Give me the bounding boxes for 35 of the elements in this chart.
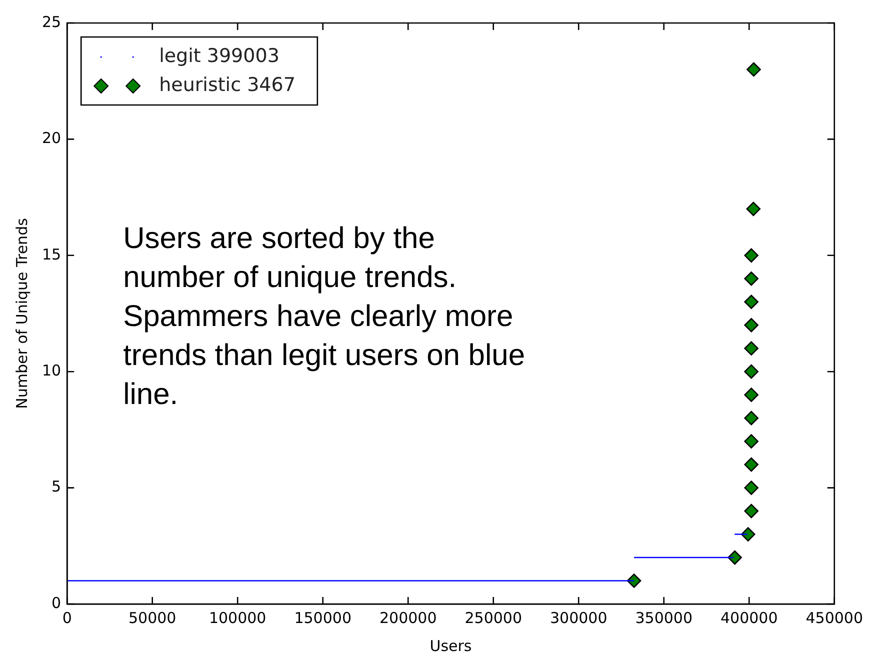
y-tick-label: 20: [42, 129, 62, 148]
point: [744, 410, 758, 426]
point: [744, 388, 758, 402]
annotation: Users are sorted by the number of unique trends. Spammers have clearly more trends than legit users on blue line.: [123, 222, 526, 411]
point: [744, 248, 758, 263]
point: [728, 550, 742, 565]
legend-label: legit 399003: [159, 44, 280, 67]
x-tick-label: 200000: [379, 608, 437, 627]
point: [744, 294, 758, 310]
point: [744, 364, 758, 379]
y-tick-label: 10: [42, 361, 62, 380]
point: [744, 434, 758, 448]
legend-label: heuristic 3467: [159, 74, 296, 96]
y-tick-label: 15: [42, 245, 62, 264]
x-tick-label: 50000: [128, 608, 176, 627]
x-tick-label: 150000: [294, 608, 352, 627]
point: [746, 62, 761, 77]
x-tick-label: 100000: [208, 608, 266, 627]
x-tick-label: 350000: [635, 608, 692, 627]
y-axis-title: Number of Unique Trends: [12, 218, 31, 409]
x-tick-label: 300000: [550, 608, 608, 627]
point: [744, 457, 758, 472]
x-tick-label: 250000: [464, 608, 522, 627]
y-tick-label: 5: [52, 478, 62, 496]
point: [744, 480, 758, 495]
point: [744, 341, 758, 356]
point: [744, 271, 758, 286]
y-tick-label: 0: [52, 594, 62, 612]
x-tick-label: 450000: [806, 608, 863, 627]
point: [744, 504, 758, 518]
point: [746, 202, 761, 216]
x-tick-label: 400000: [720, 608, 778, 627]
point: [744, 318, 758, 332]
y-tick-label: 25: [42, 12, 62, 31]
x-axis-title: Users: [430, 636, 472, 655]
